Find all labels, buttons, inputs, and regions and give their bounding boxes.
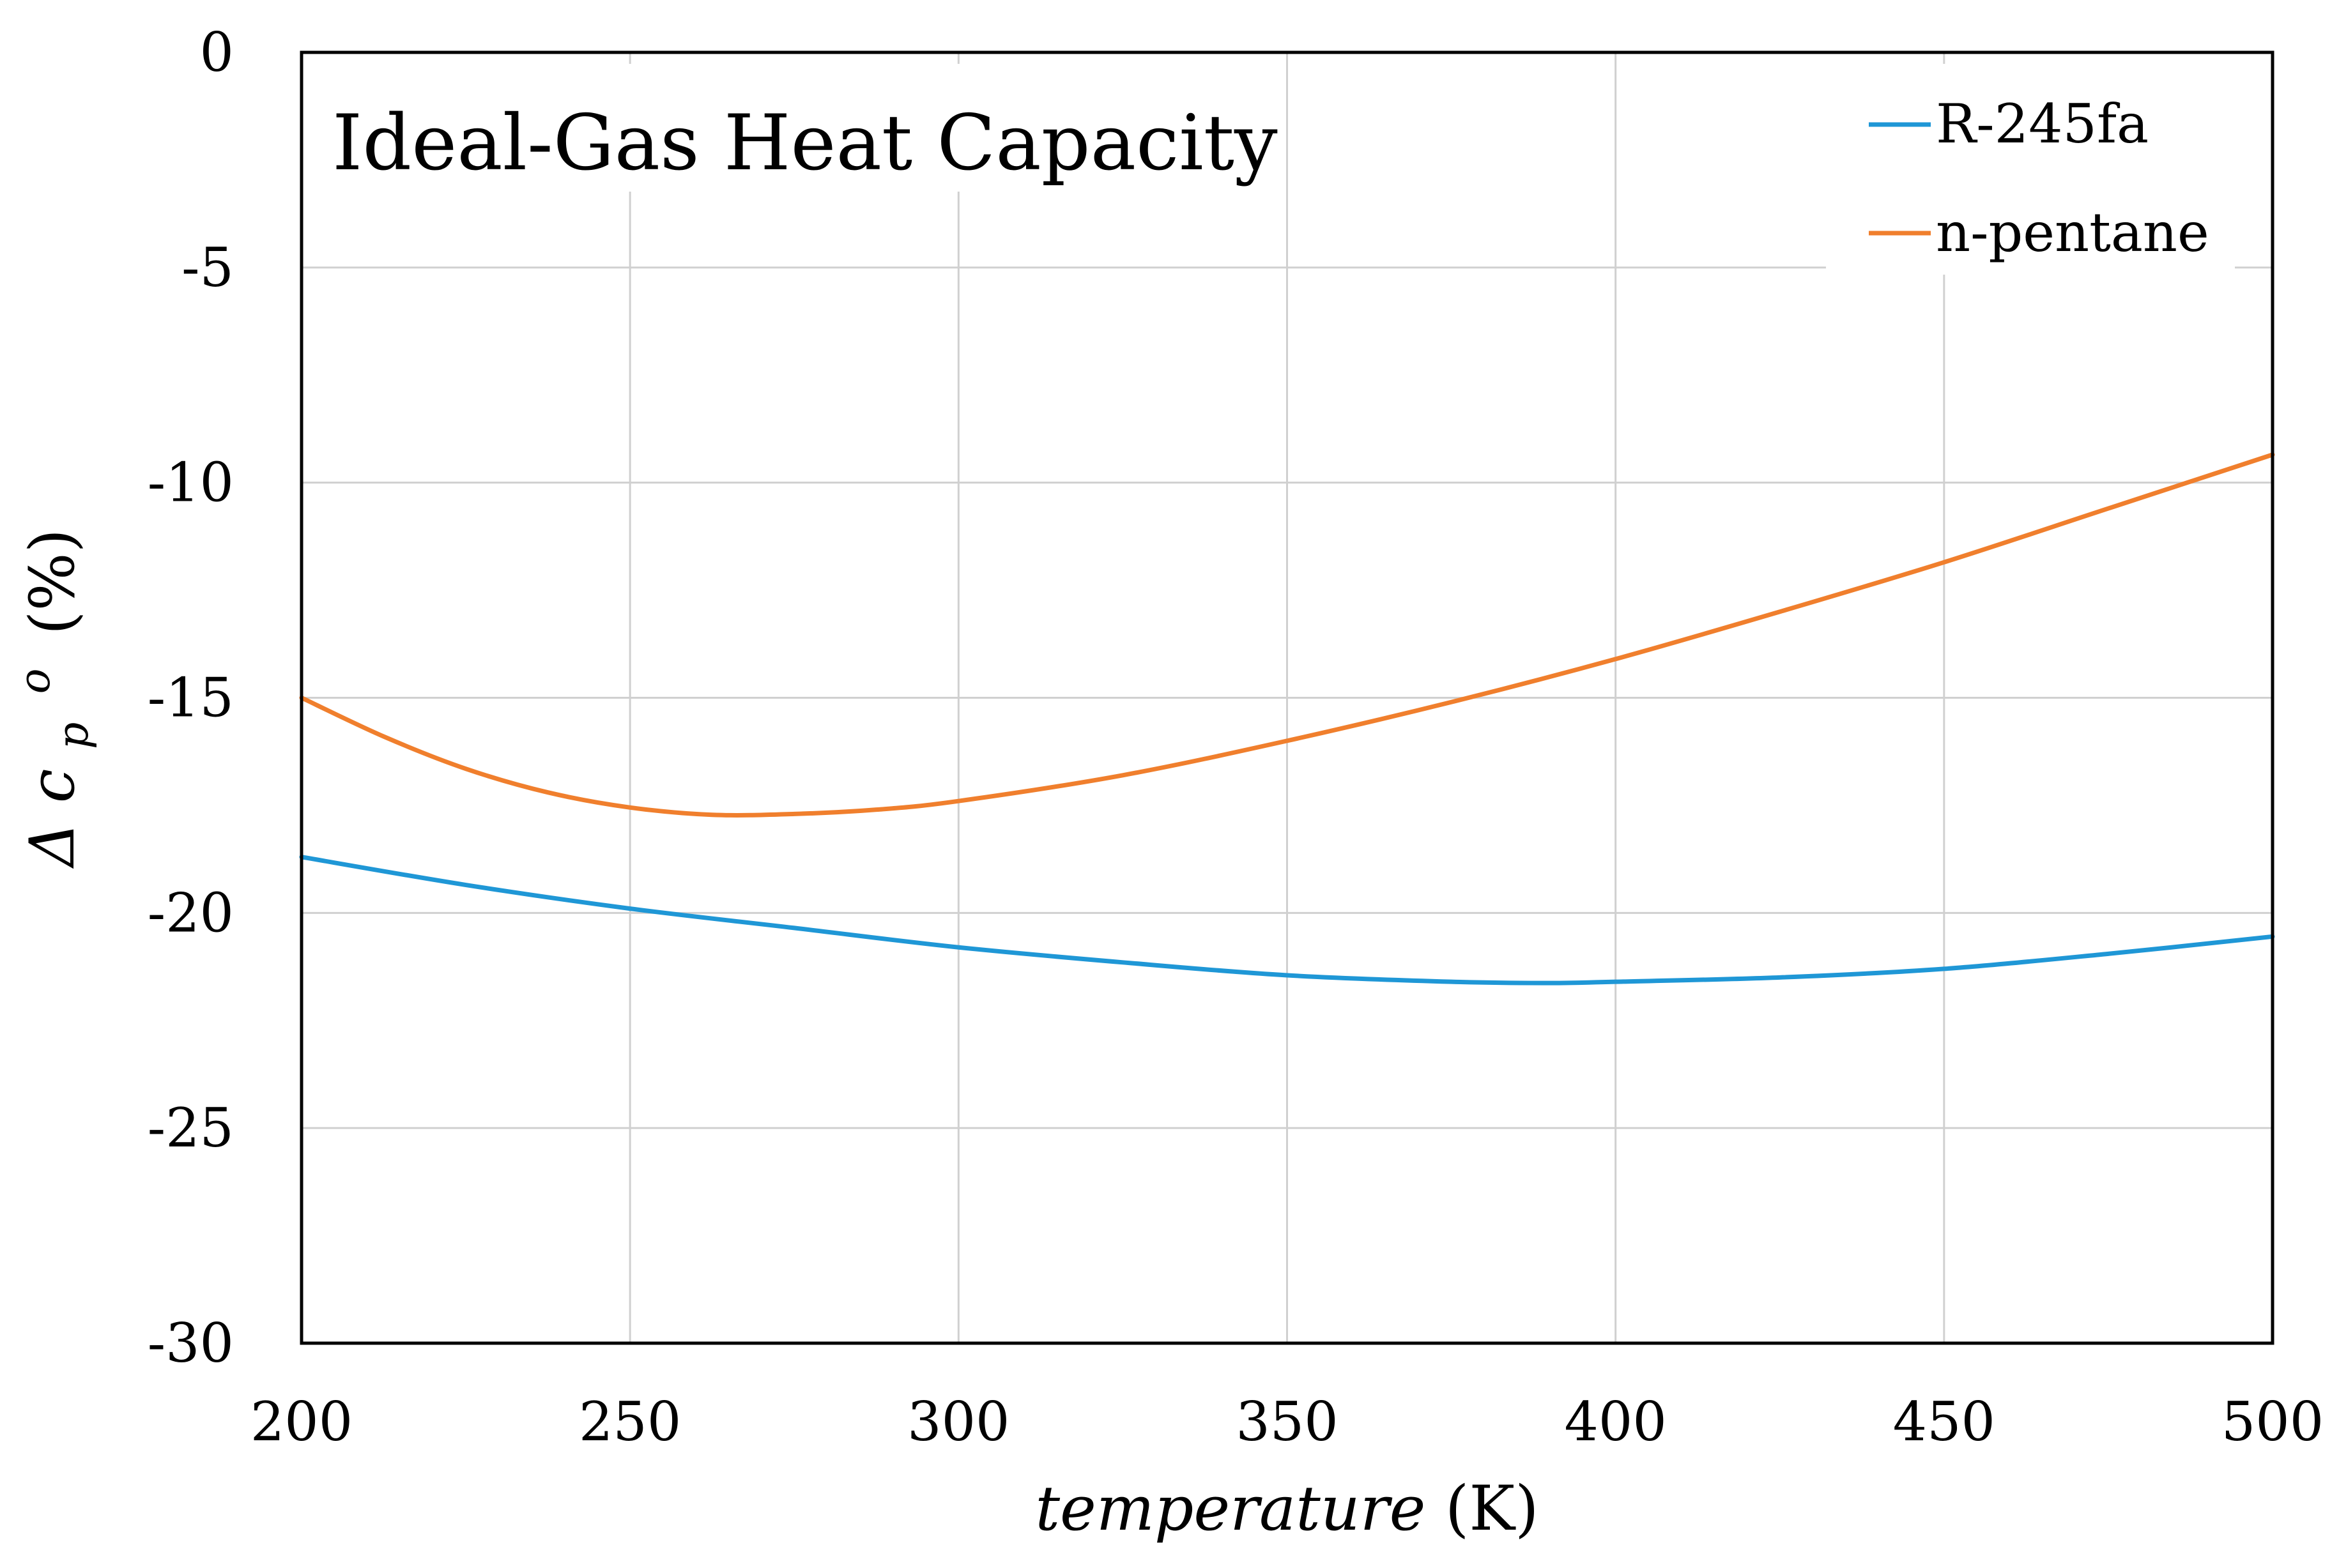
x-axis-title: temperature (K) xyxy=(1035,1473,1538,1544)
y-axis-title-superscript: o xyxy=(10,669,59,694)
x-tick-label-450: 450 xyxy=(1893,1390,1995,1453)
x-tick-label-200: 200 xyxy=(250,1390,353,1453)
gridlines xyxy=(302,52,2273,1343)
y-tick-label-neg20: -20 xyxy=(148,881,234,944)
x-tick-label-350: 350 xyxy=(1236,1390,1338,1453)
y-axis-title-unit: (%) xyxy=(17,529,88,635)
series-line-n-pentane xyxy=(299,452,2275,818)
x-tick-label-250: 250 xyxy=(579,1390,681,1453)
y-tick-label-neg5: -5 xyxy=(181,236,234,299)
series-line-r-245fa xyxy=(299,855,2275,986)
y-axis-title-delta: Δ xyxy=(17,823,88,869)
y-tick-label-neg25: -25 xyxy=(148,1097,234,1159)
series-lines xyxy=(299,452,2275,986)
y-tick-label-neg30: -30 xyxy=(148,1312,234,1374)
y-tick-label-neg15: -15 xyxy=(148,667,234,729)
x-axis-title-unit: (K) xyxy=(1445,1473,1539,1544)
chart-title: Ideal-Gas Heat Capacity xyxy=(332,99,1278,188)
title-background xyxy=(312,64,1257,192)
legend-background xyxy=(1826,64,2235,275)
y-tick-label-neg10: -10 xyxy=(148,452,234,514)
y-tick-label-0: 0 xyxy=(200,21,234,84)
y-axis-title: Δ c p o (%) xyxy=(0,529,102,869)
legend-label-n-pentane: n-pentane xyxy=(1936,201,2209,264)
plot-frame xyxy=(300,50,2274,1345)
y-axis-title-subscript: p xyxy=(49,722,98,749)
legend: R-245fa n-pentane xyxy=(1869,93,2209,264)
x-tick-label-300: 300 xyxy=(907,1390,1009,1453)
legend-label-r-245fa: R-245fa xyxy=(1936,93,2149,155)
tick-labels: 200 250 300 350 400 450 500 0 -5 -10 -15 -20 -25 -30 xyxy=(148,21,2324,1453)
y-axis-title-symbol: c xyxy=(17,769,88,803)
x-tick-label-400: 400 xyxy=(1564,1390,1666,1453)
x-axis-title-quantity: temperature xyxy=(1035,1473,1425,1544)
x-tick-label-500: 500 xyxy=(2221,1390,2324,1453)
